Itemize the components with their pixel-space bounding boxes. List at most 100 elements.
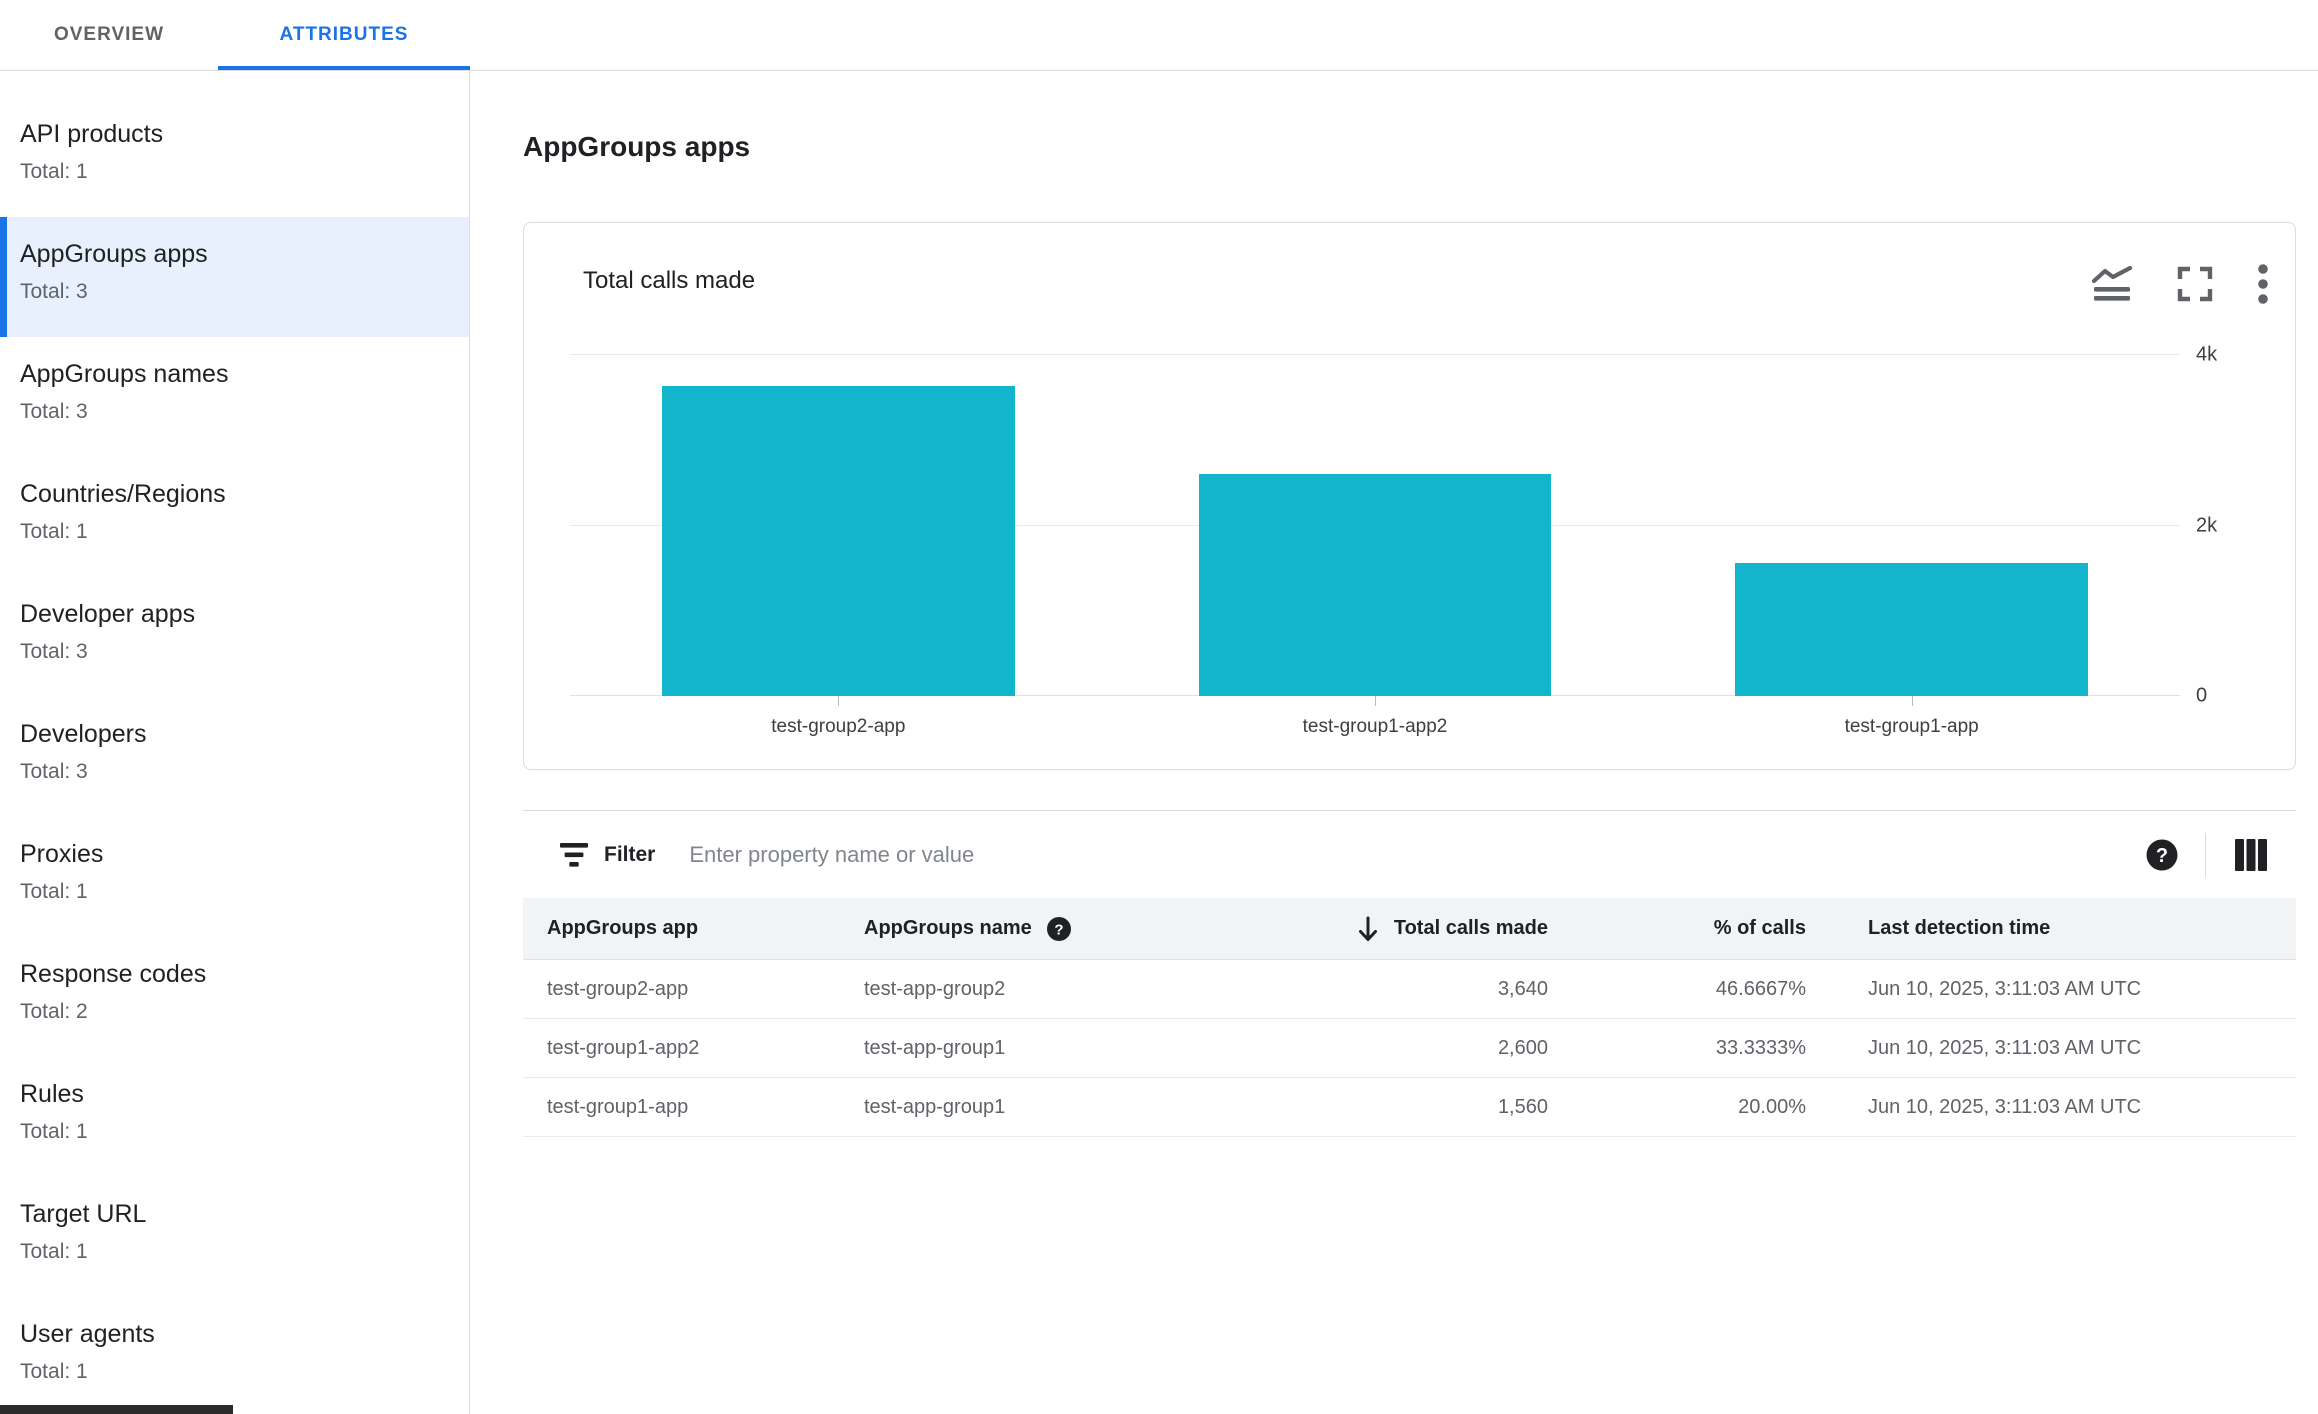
column-header-appgroups-name[interactable]: AppGroups name? (840, 898, 1214, 959)
table-cell: 33.3333% (1715, 1036, 1806, 1059)
table-cell: 46.6667% (1715, 977, 1806, 1000)
tab-bar: OVERVIEW ATTRIBUTES (0, 0, 2318, 71)
sidebar-item[interactable]: Response codes Total: 2 (0, 937, 469, 1057)
sidebar-item-total: Total: 1 (20, 160, 88, 183)
sidebar-item[interactable]: Developer apps Total: 3 (0, 577, 469, 697)
sidebar-item-label: Countries/Regions (20, 480, 226, 508)
sidebar-list: API products Total: 1 AppGroups apps Total:… (0, 97, 469, 1414)
y-axis-label: 4k (2196, 343, 2218, 366)
vertical-divider (2205, 832, 2206, 877)
sidebar-item-label: User agents (20, 1320, 155, 1348)
y-axis-label: 0 (2196, 684, 2208, 707)
sidebar-item-label: Proxies (20, 840, 104, 868)
chart-plot: 0 2k 4k test-group2-app test-group1-app2 test… (570, 344, 2217, 737)
sidebar-item-label: Response codes (20, 960, 207, 988)
chart-card: Total calls made (523, 222, 2296, 770)
sidebar-item-total: Total: 1 (20, 1120, 88, 1143)
sidebar-item-total: Total: 1 (20, 1240, 88, 1263)
sidebar-item-total: Total: 3 (20, 280, 88, 303)
sidebar-item-total: Total: 1 (20, 880, 88, 903)
column-header-label: % of calls (1713, 917, 1806, 939)
filter-label: Filter (604, 842, 656, 866)
table-header: AppGroups app AppGroups name? Total calls … (523, 898, 2296, 960)
sidebar-item-total: Total: 2 (20, 1000, 88, 1023)
fullscreen-icon[interactable] (2177, 266, 2213, 302)
svg-text:?: ? (2156, 845, 2168, 867)
table-body: test-group2-app test-app-group2 3,640 46.66… (523, 960, 2296, 1137)
more-vert-icon[interactable] (2257, 263, 2269, 305)
table-cell: test-group1-app (547, 1095, 689, 1118)
chart-bar[interactable] (1198, 474, 1552, 696)
sort-desc-arrow-icon (1356, 915, 1380, 943)
view-column-icon[interactable] (2232, 836, 2270, 874)
column-help-icon[interactable]: ? (1046, 916, 1072, 942)
column-header-label: AppGroups app (547, 917, 699, 939)
sidebar-item-label: Developers (20, 720, 147, 748)
area-chart-icon[interactable] (2091, 266, 2133, 302)
column-header-total-calls-made[interactable]: Total calls made (1214, 898, 1548, 959)
sidebar-item[interactable]: Target URL Total: 1 (0, 1177, 469, 1297)
table-cell: 20.00% (1738, 1095, 1806, 1118)
x-axis-label: test-group2-app (771, 716, 906, 737)
table-cell: Jun 10, 2025, 3:11:03 AM UTC (1868, 977, 2142, 1000)
sidebar-item-label: AppGroups names (20, 360, 229, 388)
table-cell: Jun 10, 2025, 3:11:03 AM UTC (1868, 1036, 2142, 1059)
column-header-label: AppGroups name (864, 917, 1032, 939)
chart-bar[interactable] (1735, 563, 2088, 696)
sidebar-item-total: Total: 1 (20, 1360, 88, 1383)
table-row: test-group1-app2 test-app-group1 2,600 33.3… (523, 1019, 2296, 1078)
table-cell: 2,600 (1497, 1036, 1548, 1059)
column-header--of-calls[interactable]: % of calls (1548, 898, 1806, 959)
sidebar-item[interactable]: AppGroups names Total: 3 (0, 337, 469, 457)
table-row: test-group2-app test-app-group2 3,640 46.66… (523, 960, 2296, 1019)
column-header-appgroups-app[interactable]: AppGroups app (523, 898, 840, 959)
tab-overview[interactable]: OVERVIEW (53, 24, 165, 45)
sidebar-item[interactable]: Developers Total: 3 (0, 697, 469, 817)
sidebar-item-label: API products (20, 120, 164, 148)
table-cell: test-app-group2 (864, 977, 1006, 1000)
sidebar-item[interactable]: Rules Total: 1 (0, 1057, 469, 1177)
x-axis-tick (1375, 696, 1376, 706)
column-header-label: Last detection time (1868, 917, 2051, 939)
filter-input[interactable] (689, 841, 2145, 868)
chart-bar[interactable] (662, 385, 1015, 696)
gridline (570, 354, 2180, 355)
sidebar-item[interactable]: API products Total: 1 (0, 97, 469, 217)
table-cell: test-app-group1 (864, 1036, 1006, 1059)
sidebar-item-total: Total: 3 (20, 640, 88, 663)
svg-text:?: ? (1054, 921, 1063, 938)
table-cell: 3,640 (1497, 977, 1548, 1000)
table-cell: 1,560 (1497, 1095, 1548, 1118)
x-axis-label: test-group1-app2 (1302, 716, 1448, 737)
sidebar-item[interactable]: Countries/Regions Total: 1 (0, 457, 469, 577)
chart-card-title: Total calls made (583, 267, 756, 294)
table-cell: test-app-group1 (864, 1095, 1006, 1118)
main-content: AppGroups apps Total calls made (471, 71, 2318, 1414)
filter-actions: ? (2145, 832, 2270, 877)
table-cell: test-group2-app (547, 977, 689, 1000)
sidebar-item-label: Rules (20, 1080, 84, 1108)
sidebar-item[interactable]: User agents Total: 1 (0, 1297, 469, 1414)
chart-card-actions (2091, 263, 2269, 305)
sidebar-item-label: Target URL (20, 1200, 147, 1228)
attributes-table: AppGroups app AppGroups name? Total calls … (523, 898, 2296, 1137)
column-header-last-detection-time[interactable]: Last detection time (1806, 898, 2296, 959)
y-axis-label: 2k (2196, 514, 2218, 536)
table-cell: test-group1-app2 (547, 1036, 700, 1059)
filter-bar: Filter ? (523, 811, 2296, 898)
x-axis-tick (838, 696, 840, 706)
column-header-label: Total calls made (1393, 917, 1548, 939)
tab-attributes[interactable]: ATTRIBUTES (218, 0, 470, 70)
sidebar-item[interactable]: AppGroups apps Total: 3 (0, 217, 469, 337)
x-axis-tick (1911, 696, 1913, 706)
sidebar-item-total: Total: 3 (20, 760, 88, 783)
page-title: AppGroups apps (523, 131, 751, 162)
horizontal-scrollbar[interactable] (0, 1405, 233, 1414)
sidebar-item-total: Total: 3 (20, 400, 88, 423)
sidebar-item[interactable]: Proxies Total: 1 (0, 817, 469, 937)
help-icon[interactable]: ? (2145, 838, 2179, 872)
sidebar-item-label: AppGroups apps (20, 240, 208, 268)
section-divider (523, 810, 2296, 811)
sidebar-item-label: Developer apps (20, 600, 196, 628)
